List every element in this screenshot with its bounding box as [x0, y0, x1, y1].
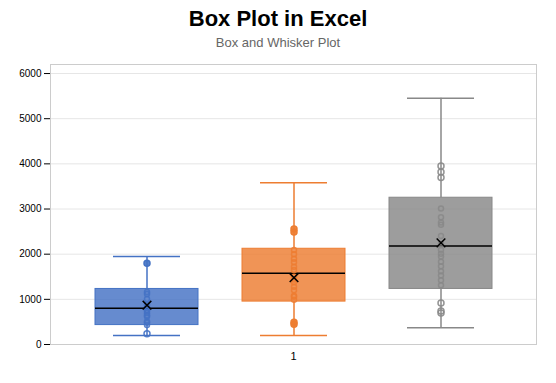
svg-text:5000: 5000 [19, 113, 42, 124]
svg-text:0: 0 [36, 339, 42, 350]
svg-text:1000: 1000 [19, 294, 42, 305]
html-text:Box and Whisker Plot: Box and Whisker Plot [215, 35, 341, 50]
svg-text:1: 1 [290, 350, 296, 362]
html-text:Box Plot in Excel: Box Plot in Excel [188, 6, 368, 31]
svg-text:3000: 3000 [19, 203, 42, 214]
svg-text:2000: 2000 [19, 248, 42, 259]
svg-text:4000: 4000 [19, 158, 42, 169]
svg-text:6000: 6000 [19, 68, 42, 79]
